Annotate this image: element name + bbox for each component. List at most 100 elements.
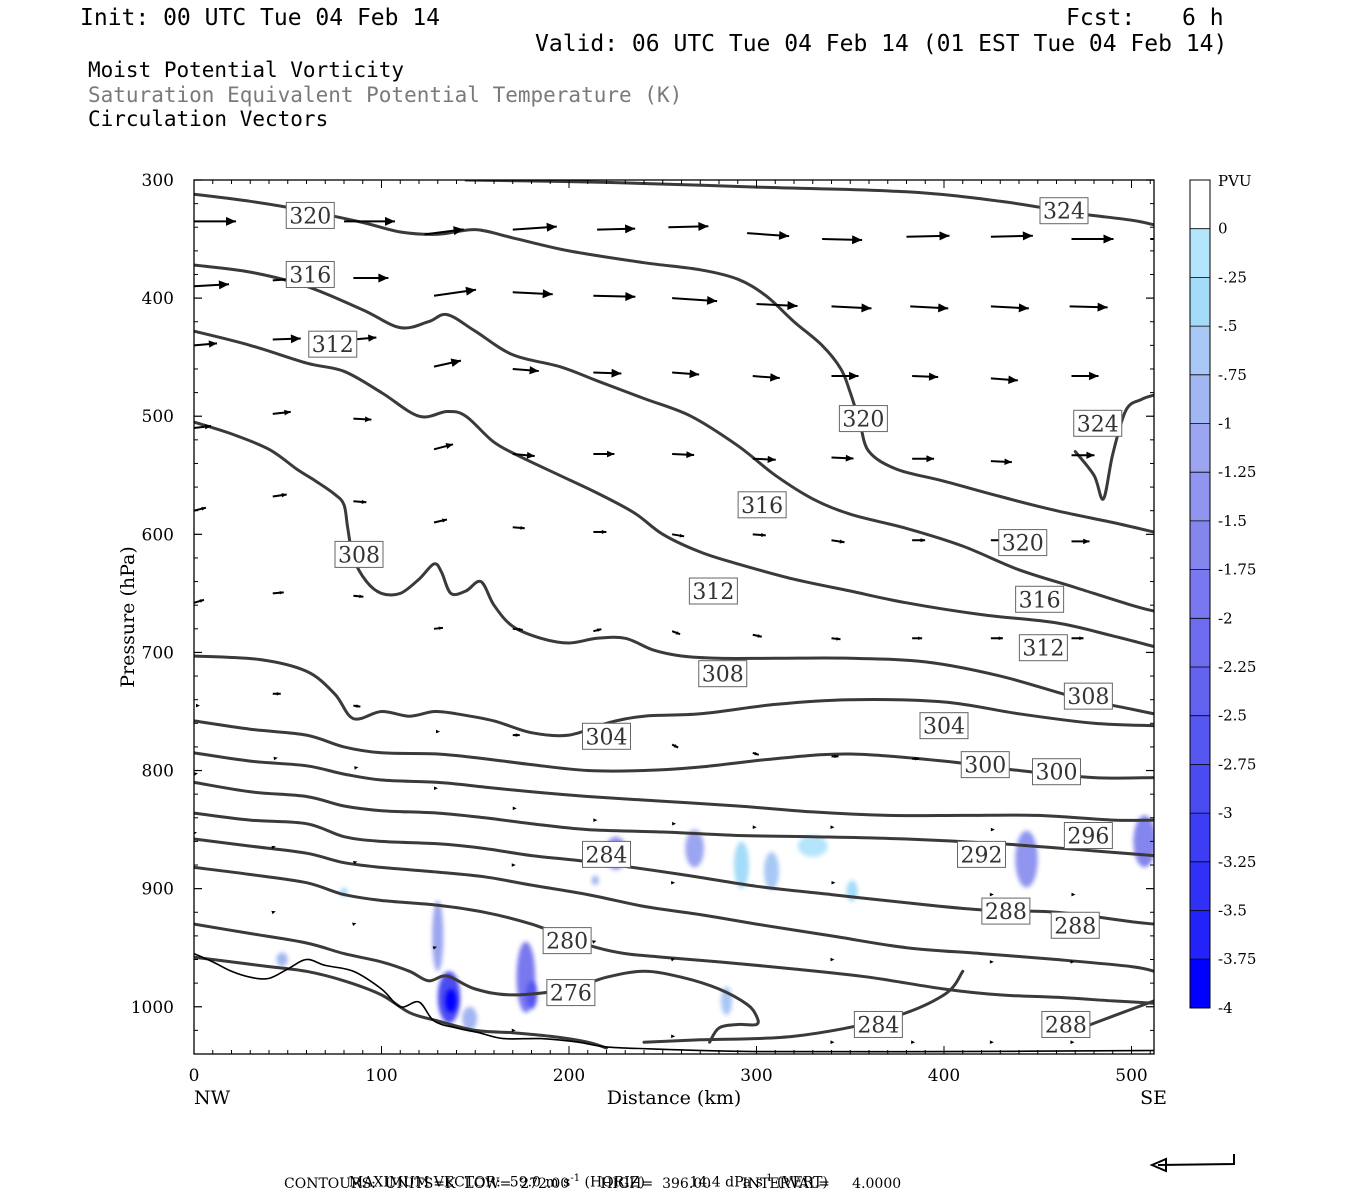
- max-vector-line: MAXIMUM VECTOR: 59.0 m s-1 (HORIZ) 14.4 …: [340, 1157, 828, 1191]
- field-title-mpv: Moist Potential Vorticity: [88, 58, 405, 82]
- circulation-vector-69: [831, 637, 841, 641]
- mpv-blob-9: [764, 852, 779, 890]
- circulation-vector-55: [671, 533, 685, 538]
- circulation-vector-35: [990, 375, 1018, 384]
- circulation-vector-65: [512, 627, 523, 632]
- circulation-vector-109: [989, 960, 994, 964]
- circulation-vector-6: [668, 221, 709, 231]
- colorbar-swatch-4: [1190, 374, 1210, 424]
- contour-label-292-19: 292: [957, 840, 1006, 868]
- vert-exp: -1: [762, 1173, 773, 1184]
- circulation-vector-48: [1071, 451, 1095, 459]
- y-tick-label-1000: 1000: [131, 998, 174, 1018]
- mpv-blob-15: [591, 875, 599, 886]
- x-tick-label-500: 500: [1115, 1066, 1147, 1086]
- colorbar-label-11: -2.75: [1218, 755, 1256, 773]
- circulation-vector-34: [912, 372, 939, 381]
- svg-text:308: 308: [702, 663, 744, 688]
- contour-292-11: [194, 837, 1154, 973]
- contour-label-316-6: 316: [737, 491, 787, 519]
- contour-label-304-15: 304: [919, 712, 969, 740]
- circulation-vector-22: [910, 303, 949, 313]
- circulation-vector-2: [344, 216, 395, 226]
- contour-label-284-25: 284: [853, 1010, 903, 1038]
- circulation-vector-33: [831, 371, 859, 381]
- x-tick-label-0: 0: [189, 1066, 200, 1086]
- valid-time: Valid: 06 UTC Tue 04 Feb 14 (01 EST Tue …: [535, 31, 1228, 57]
- colorbar-label-0: 0: [1218, 220, 1228, 238]
- circulation-vector-60: [1071, 538, 1090, 545]
- y-axis-label: Pressure (hPa): [117, 546, 139, 688]
- contour-info-line: CONTOURS: UNITS=K LOW= 272.00 HIGH= 396.…: [284, 1176, 902, 1192]
- colorbar-label-10: -2.5: [1218, 707, 1247, 725]
- svg-text:308: 308: [338, 543, 380, 568]
- field-title-theta-es: Saturation Equivalent Potential Temperat…: [88, 83, 683, 107]
- circulation-vector-20: [756, 301, 798, 311]
- vert-unit: (VERT): [777, 1174, 828, 1191]
- y-tick-label-700: 700: [142, 643, 174, 663]
- circulation-vector-99: [671, 880, 676, 885]
- contour-label-284-20: 284: [582, 840, 631, 868]
- circulation-vector-45: [831, 454, 854, 462]
- horiz-exp: -1: [570, 1173, 581, 1184]
- circulation-vector-86: [273, 756, 278, 761]
- circulation-vector-98: [511, 863, 516, 867]
- mpv-blob-2: [432, 900, 444, 972]
- contour-label-280-23: 280: [542, 927, 592, 955]
- circulation-vector-76: [436, 729, 440, 734]
- circulation-vector-96: [271, 845, 276, 850]
- field-title-vectors: Circulation Vectors: [88, 107, 329, 131]
- svg-text:284: 284: [857, 1013, 899, 1038]
- mpv-blob-7: [685, 829, 704, 868]
- circulation-vector-11: [1071, 234, 1114, 244]
- circulation-vector-107: [670, 958, 676, 962]
- y-tick-label-800: 800: [142, 762, 174, 782]
- circulation-vector-8: [822, 235, 863, 245]
- svg-text:316: 316: [741, 494, 783, 519]
- svg-text:300: 300: [964, 754, 1006, 779]
- x-left-label-nw: NW: [194, 1087, 231, 1109]
- contour-label-324-5: 324: [1073, 409, 1123, 437]
- circulation-vector-15: [353, 273, 389, 283]
- contour-label-308-12: 308: [698, 660, 748, 688]
- circulation-vector-58: [912, 538, 926, 543]
- svg-text:320: 320: [1002, 532, 1044, 557]
- circulation-vector-46: [912, 455, 935, 463]
- contour-label-312-11: 312: [1018, 634, 1068, 662]
- circulation-vector-111: [511, 1028, 516, 1033]
- forecast-hours: 6 h: [1182, 5, 1224, 31]
- colorbar-swatch-10: [1190, 667, 1210, 717]
- circulation-vector-81: [831, 754, 839, 759]
- colorbar-swatch-13: [1190, 813, 1210, 863]
- contour-288-12: [194, 865, 1154, 1005]
- circulation-vector-30: [593, 368, 622, 378]
- axes: 300 400 500 600 700 800 900 1000 0 100 200 300 400 50…: [131, 171, 1154, 1086]
- circulation-vector-67: [671, 630, 681, 636]
- colorbar-label-3: -.75: [1218, 366, 1247, 384]
- circulation-vector-87: [354, 766, 359, 770]
- mpv-blob-10: [797, 835, 828, 857]
- circulation-vector-61: [194, 598, 205, 604]
- circulation-vector-54: [593, 529, 607, 535]
- circulation-vector-112: [671, 1034, 676, 1039]
- circulation-vector-90: [593, 818, 598, 822]
- forecast-label: Fcst:: [1066, 5, 1136, 31]
- svg-text:288: 288: [1054, 914, 1096, 939]
- circulation-vector-104: [352, 922, 357, 927]
- colorbar-label-5: -1.25: [1218, 463, 1256, 481]
- circulation-vector-72: [1071, 636, 1084, 641]
- mpv-blob-3: [462, 1006, 478, 1031]
- x-right-label-se: SE: [1140, 1087, 1167, 1109]
- contour-312-4: [194, 329, 1154, 648]
- circulation-vector-29: [512, 366, 539, 375]
- contour-label-308-8: 308: [334, 540, 384, 568]
- contour-308-5: [194, 420, 1154, 716]
- colorbar-swatch-6: [1190, 472, 1210, 522]
- circulation-vector-51: [353, 499, 367, 504]
- circulation-vector-64: [433, 626, 444, 631]
- circulation-vectors: [194, 214, 1154, 1044]
- circulation-vector-82: [912, 756, 920, 761]
- contour-280-14: [642, 969, 965, 1044]
- svg-text:324: 324: [1043, 200, 1085, 225]
